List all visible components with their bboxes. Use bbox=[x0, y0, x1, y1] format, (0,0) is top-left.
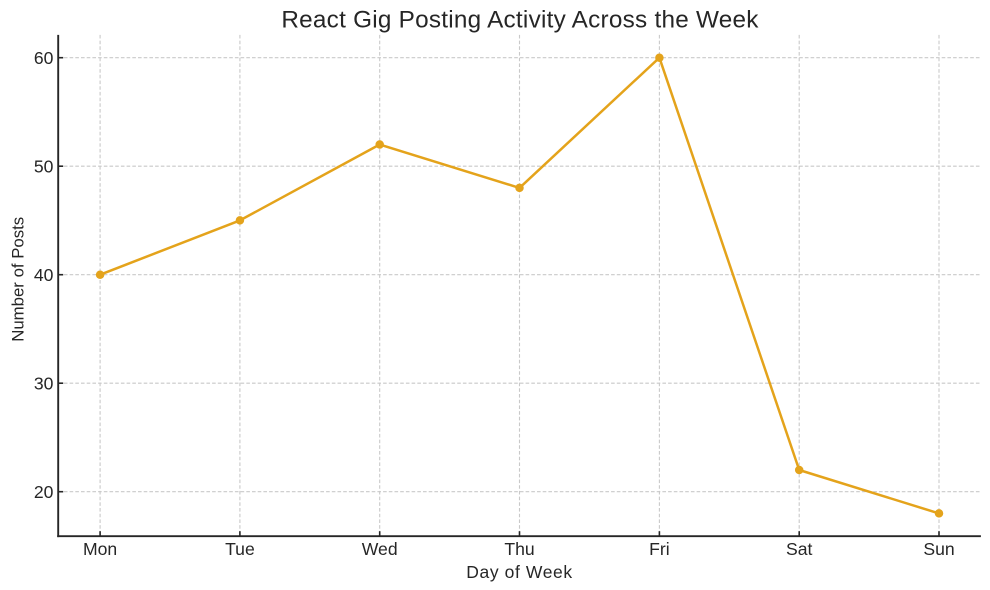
svg-text:20: 20 bbox=[34, 482, 54, 502]
svg-text:40: 40 bbox=[34, 265, 54, 285]
svg-text:Tue: Tue bbox=[225, 539, 255, 559]
svg-text:Sun: Sun bbox=[923, 539, 954, 559]
svg-text:Thu: Thu bbox=[504, 539, 534, 559]
svg-text:Day of Week: Day of Week bbox=[466, 562, 572, 582]
svg-text:Mon: Mon bbox=[83, 539, 117, 559]
svg-text:50: 50 bbox=[34, 157, 54, 177]
svg-text:60: 60 bbox=[34, 48, 54, 68]
svg-text:Number of Posts: Number of Posts bbox=[9, 217, 28, 342]
svg-text:Fri: Fri bbox=[649, 539, 670, 559]
svg-text:React Gig Posting Activity Acr: React Gig Posting Activity Across the We… bbox=[281, 6, 759, 33]
svg-text:30: 30 bbox=[34, 374, 54, 394]
svg-text:Wed: Wed bbox=[362, 539, 398, 559]
svg-text:Sat: Sat bbox=[786, 539, 813, 559]
